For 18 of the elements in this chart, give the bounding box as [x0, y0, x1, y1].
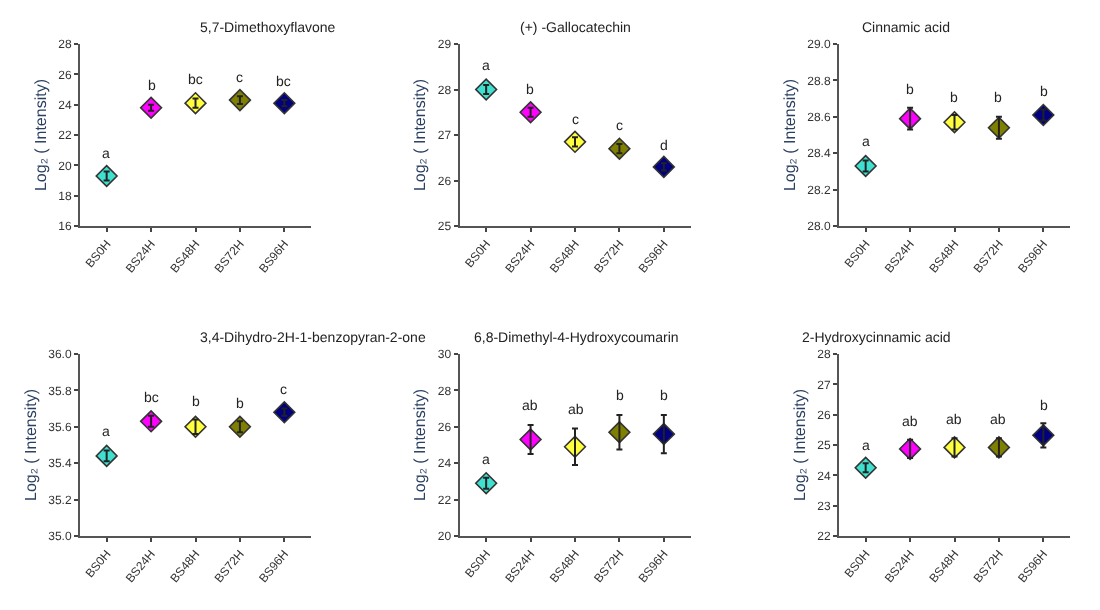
- point: [184, 91, 207, 115]
- point: [95, 164, 118, 188]
- point: [854, 456, 877, 479]
- y-axis-title: Log₂ ( Intensity): [411, 388, 430, 502]
- point: [273, 401, 296, 424]
- point: [139, 96, 163, 119]
- point: [228, 88, 252, 112]
- y-axis-title: Log₂ ( Intensity): [31, 78, 50, 192]
- y-axis-title: Log₂ ( Intensity): [21, 388, 40, 502]
- y-axis-title: Log₂ ( Intensity): [411, 78, 430, 192]
- y-axis-title: Log₂ ( Intensity): [780, 78, 799, 192]
- point: [519, 101, 542, 124]
- point: [474, 78, 498, 101]
- y-axis-title: Log₂ ( Intensity): [790, 388, 809, 502]
- point: [652, 155, 676, 179]
- point: [608, 137, 631, 160]
- point: [273, 91, 296, 115]
- point: [563, 130, 587, 154]
